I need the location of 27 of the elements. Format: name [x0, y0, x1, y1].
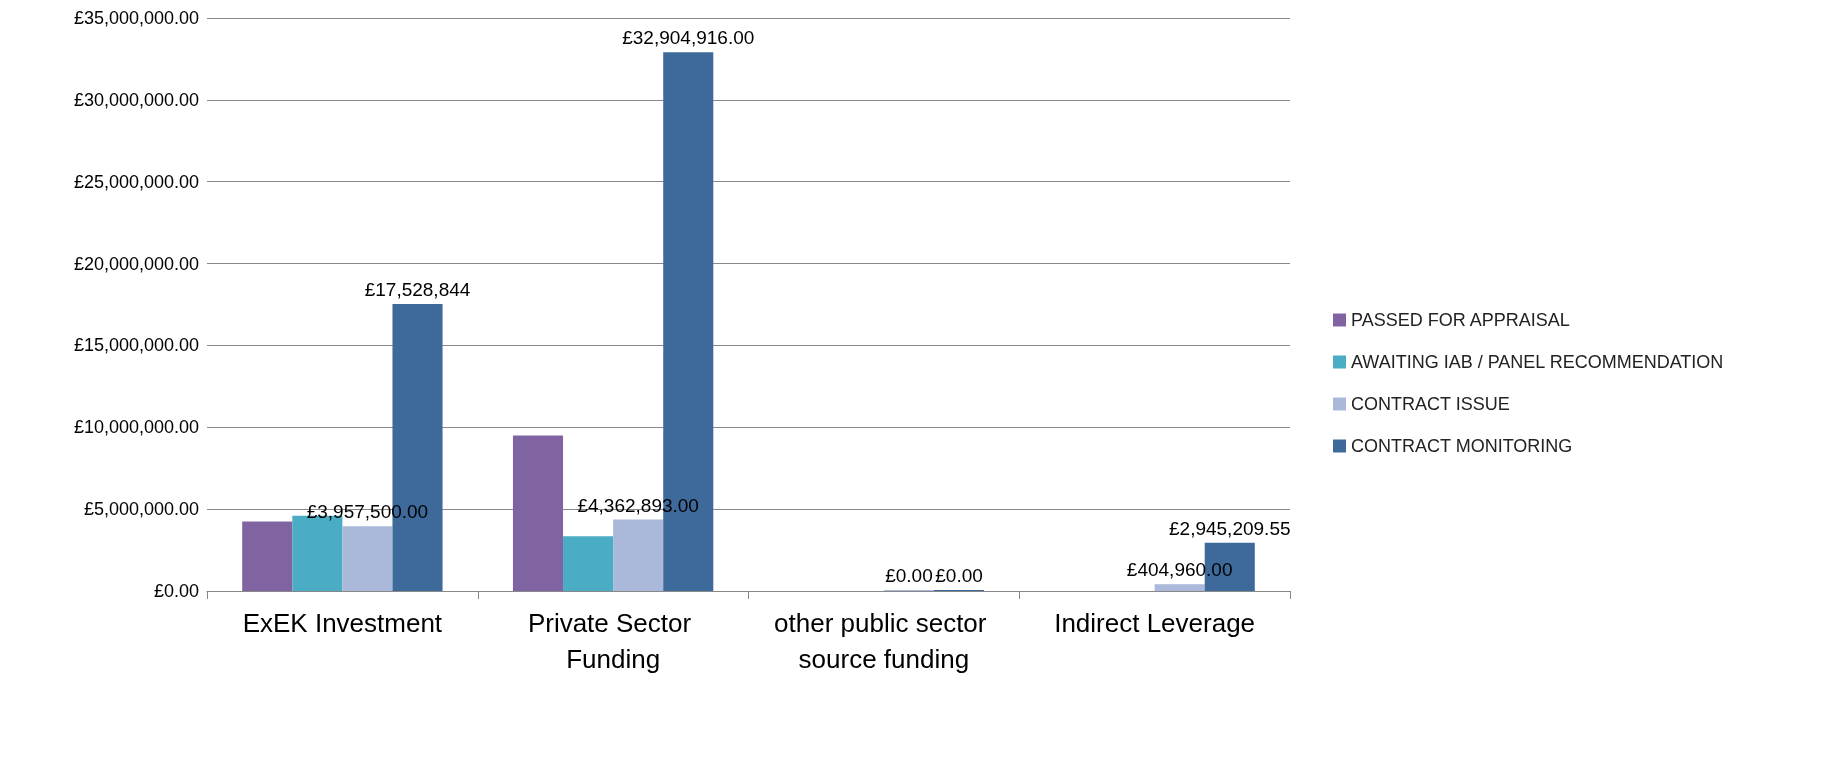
bar — [563, 536, 614, 591]
y-tick-label: £20,000,000.00 — [73, 253, 199, 274]
y-tick-label: £5,000,000.00 — [83, 499, 199, 520]
y-tick-label: £30,000,000.00 — [73, 89, 199, 110]
x-tick-label: Private Sector Funding — [527, 608, 699, 674]
legend-label: CONTRACT ISSUE — [1351, 394, 1510, 414]
legend-label: AWAITING IAB / PANEL RECOMMENDATION — [1351, 352, 1724, 372]
data-label: £32,904,916.00 — [622, 27, 755, 49]
bar — [1154, 584, 1205, 591]
y-tick-label: £25,000,000.00 — [73, 171, 199, 192]
y-tick-label: £0.00 — [153, 581, 199, 601]
data-label: £0.00 — [885, 565, 933, 586]
x-tick-label: ExEK Investment — [242, 608, 443, 638]
bar — [342, 526, 393, 591]
x-tick-label: other public sector source funding — [774, 608, 994, 674]
y-tick-label: £15,000,000.00 — [73, 335, 199, 356]
data-label: £0.00 — [935, 565, 983, 586]
y-tick-label: £35,000,000.00 — [73, 8, 199, 28]
x-tick-label: Indirect Leverage — [1054, 608, 1256, 638]
legend-label: PASSED FOR APPRAISAL — [1351, 310, 1570, 330]
bar — [613, 519, 664, 591]
data-label: £17,528,844 — [364, 279, 471, 301]
bar — [512, 435, 564, 591]
y-tick-label: £10,000,000.00 — [73, 417, 199, 438]
data-label: £2,945,209.55 — [1169, 517, 1291, 539]
legend-label: CONTRACT MONITORING — [1351, 436, 1573, 456]
bar — [242, 521, 293, 591]
